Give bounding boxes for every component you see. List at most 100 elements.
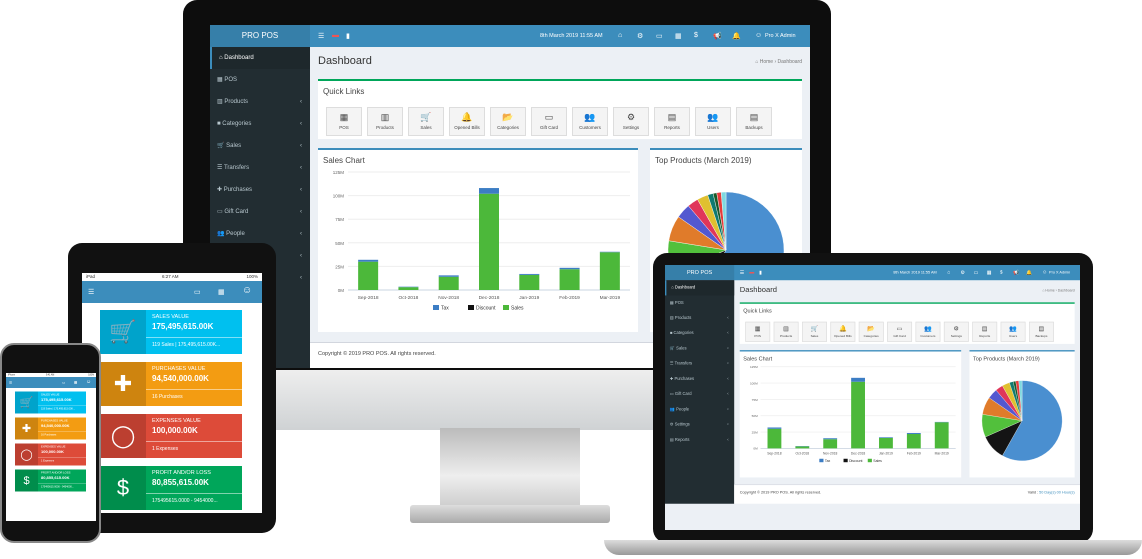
bell-icon[interactable]: 🔔 <box>1026 270 1033 276</box>
avatar[interactable]: ☺ <box>755 32 763 39</box>
quick-link-settings[interactable]: ⚙ Settings <box>613 107 649 136</box>
folder-icon: ■ <box>669 331 673 336</box>
stat-card-cart[interactable]: 🛒 SALES VALUE 175,495,615.00K 119 Sales | 1… <box>15 391 86 414</box>
sidebar-item-categories[interactable]: ■ Categories ‹ <box>210 113 310 135</box>
y-tick-label: 0M <box>753 447 758 451</box>
cogs-icon: ⚙ <box>626 112 636 122</box>
stat-card-plus[interactable]: ✚ PURCHASES VALUE 94,540,000.00K 16 Purchas… <box>100 362 242 406</box>
home-icon[interactable]: ⌂ <box>947 269 951 275</box>
x-tick-label: Mar-2019 <box>935 452 949 456</box>
sidebar-item-pos[interactable]: ▦ POS <box>217 77 238 83</box>
avatar[interactable]: ☺ <box>86 379 92 385</box>
quick-link-opened-bills[interactable]: 🔔 Opened Bills <box>830 321 856 342</box>
sidebar-item-purchases[interactable]: ✚ Purchases ‹ <box>665 372 734 387</box>
quick-link-categories[interactable]: 📂 Categories <box>858 321 884 342</box>
stat-card-circle[interactable]: ◯ EXPENSES VALUE 100,000.00K 1 Expenses <box>100 414 242 458</box>
sidebar-item-reports[interactable]: ▤ Reports‹ <box>665 432 734 447</box>
grid-icon[interactable]: ▦ <box>218 289 225 296</box>
quick-link-sales[interactable]: 🛒 Sales <box>408 107 444 136</box>
monitor-icon[interactable]: ▭ <box>656 33 663 40</box>
quick-link-reports[interactable]: ▤ Reports <box>972 321 998 342</box>
menu-toggle-icon[interactable]: ☰ <box>739 270 745 276</box>
x-tick-label: Nov-2018 <box>438 295 459 301</box>
calculator-icon[interactable]: ▮ <box>346 33 350 40</box>
sidebar-item-purchases[interactable]: ✚ Purchases ‹ <box>210 179 310 201</box>
home-icon[interactable]: ⌂ <box>618 32 623 39</box>
bell-icon[interactable]: 🔔 <box>732 33 741 40</box>
sidebar-item-transfers[interactable]: ☰ Transfers ‹ <box>665 356 734 371</box>
sidebar-item-pos[interactable]: ▦ POS <box>669 300 684 306</box>
calculator-icon[interactable]: ▮ <box>759 270 762 276</box>
cogs-icon[interactable]: ⚙ <box>960 270 965 276</box>
bar-tax <box>879 437 893 438</box>
sidebar-item-people[interactable]: 👥 People ‹ <box>210 223 310 245</box>
barcode-icon: ▥ <box>217 99 223 105</box>
sidebar-item-sales[interactable]: 🛒 Sales ‹ <box>210 135 310 157</box>
sidebar-item-dashboard[interactable]: ⌂ Dashboard <box>210 47 310 69</box>
grid-icon[interactable]: ▦ <box>986 270 992 276</box>
menu-toggle-icon[interactable]: ☰ <box>88 289 95 296</box>
dollar-icon[interactable]: $ <box>999 269 1003 275</box>
quick-link-pos[interactable]: ▦ POS <box>745 321 771 342</box>
stat-card-plus[interactable]: ✚ PURCHASES VALUE 94,540,000.00K 16 Purchas… <box>15 417 86 440</box>
quick-link-reports[interactable]: ▤ Reports <box>654 107 690 136</box>
stat-card-cart[interactable]: 🛒 SALES VALUE 175,495,615.00K 119 Sales | 1… <box>100 310 242 354</box>
stat-card-dollar[interactable]: $ PROFIT AND/OR LOSS 80,855,615.00K 1754956… <box>100 466 242 510</box>
quick-link-opened-bills[interactable]: 🔔 Opened Bills <box>449 107 485 136</box>
sidebar-item-settings[interactable]: ⚙ Settings‹ <box>665 417 734 432</box>
bell-icon: 🔔 <box>838 325 847 333</box>
avatar[interactable]: ☺ <box>1042 269 1048 275</box>
quick-link-users[interactable]: 👥 Users <box>695 107 731 136</box>
bar-tax <box>479 188 499 194</box>
chevron-left-icon: ‹ <box>300 209 302 215</box>
grid-icon[interactable]: ▦ <box>675 33 682 40</box>
sidebar-item-products[interactable]: ▥ Products ‹ <box>210 91 310 113</box>
menu-toggle-icon[interactable]: ☰ <box>318 33 325 40</box>
sidebar-item-gift-card[interactable]: ▭ Gift Card ‹ <box>665 387 734 402</box>
brand-logo[interactable]: PRO POS <box>665 265 735 281</box>
sidebar-item-transfers[interactable]: ☰ Transfers ‹ <box>210 157 310 179</box>
quick-link-users[interactable]: 👥 Users <box>1000 321 1026 342</box>
user-name[interactable]: Pro X Admin <box>765 33 796 39</box>
bullhorn-icon[interactable]: 📢 <box>1013 270 1020 276</box>
quick-link-categories[interactable]: 📂 Categories <box>490 107 526 136</box>
sidebar-item-categories[interactable]: ■ Categories ‹ <box>665 326 734 341</box>
breadcrumb-home[interactable]: Home <box>1045 288 1055 293</box>
chevron-left-icon: ‹ <box>727 316 729 321</box>
language-flag-icon[interactable]: ▬ <box>332 32 339 39</box>
chevron-left-icon: ‹ <box>300 121 302 127</box>
bar-tax <box>767 427 782 429</box>
quick-link-backups[interactable]: ▤ Backups <box>736 107 772 136</box>
quick-link-customers[interactable]: 👥 Customers <box>572 107 608 136</box>
brand-logo[interactable]: PRO POS <box>210 25 310 47</box>
breadcrumb-home[interactable]: Home <box>759 59 774 65</box>
quick-link-products[interactable]: ▥ Products <box>773 321 799 342</box>
quick-link-customers[interactable]: 👥 Customers <box>915 321 941 342</box>
menu-toggle-icon[interactable]: ☰ <box>9 381 13 385</box>
sidebar-item-people[interactable]: 👥 People ‹ <box>665 402 734 417</box>
quick-link-pos[interactable]: ▦ POS <box>326 107 362 136</box>
quick-link-settings[interactable]: ⚙ Settings <box>943 321 969 342</box>
dollar-icon[interactable]: $ <box>694 32 698 39</box>
quick-link-gift-card[interactable]: ▭ Gift Card <box>531 107 567 136</box>
quick-link-products[interactable]: ▥ Products <box>367 107 403 136</box>
stat-card-circle[interactable]: ◯ EXPENSES VALUE 100,000.00K 1 Expenses <box>15 443 86 466</box>
cogs-icon[interactable]: ⚙ <box>637 33 644 40</box>
quick-link-sales[interactable]: 🛒 Sales <box>802 321 827 342</box>
sidebar-item-products[interactable]: ▥ Products ‹ <box>665 311 734 326</box>
avatar[interactable]: ☺ <box>242 285 253 296</box>
sales-chart: 0M 25M 50M 75M 100M 125M Sep-2018 Oct-2018 Nov-2… <box>333 170 630 312</box>
sidebar-item-dashboard[interactable]: ⌂ Dashboard <box>665 280 735 296</box>
monitor-icon[interactable]: ▭ <box>194 289 201 296</box>
bullhorn-icon[interactable]: 📢 <box>713 33 722 40</box>
monitor-icon[interactable]: ▭ <box>62 381 66 385</box>
monitor-icon[interactable]: ▭ <box>973 270 979 276</box>
grid-icon[interactable]: ▦ <box>74 381 78 385</box>
sidebar-item-sales[interactable]: 🛒 Sales ‹ <box>665 341 734 356</box>
stat-card-dollar[interactable]: $ PROFIT AND/OR LOSS 80,855,615.00K 1754956… <box>15 469 86 492</box>
sidebar-item-gift-card[interactable]: ▭ Gift Card ‹ <box>210 201 310 223</box>
language-flag-icon[interactable]: ▬ <box>749 269 755 275</box>
quick-link-backups[interactable]: ▤ Backups <box>1028 321 1054 342</box>
user-name[interactable]: Pro X Admin <box>1049 270 1071 275</box>
quick-link-gift-card[interactable]: ▭ Gift Card <box>887 321 913 342</box>
